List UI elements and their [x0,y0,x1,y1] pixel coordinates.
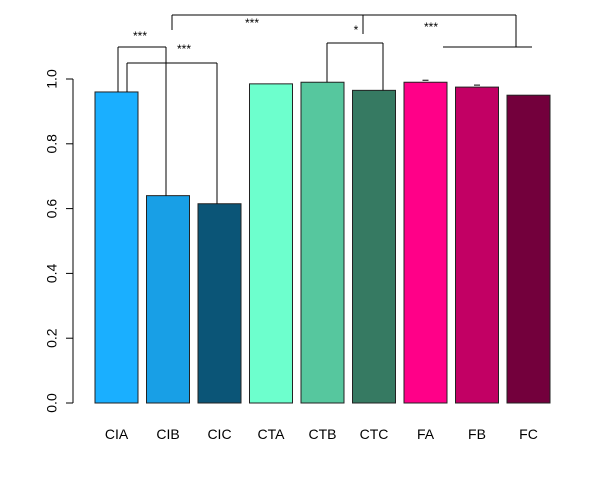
bar-cta [249,83,293,404]
bar-cic [197,203,242,404]
bar-ctb [300,81,345,404]
x-tick-label: CTC [360,426,389,442]
bar-ctc [352,89,396,404]
x-tick-label: CIB [156,426,179,442]
bar-cia [94,91,139,404]
x-tick-label: CIC [207,426,231,442]
y-tick-label: 0.8 [44,134,60,154]
x-tick-label: CIA [105,426,129,442]
y-tick-label: 1.0 [44,69,60,89]
x-tick-label: FA [417,426,435,442]
y-tick-label: 0.0 [44,393,60,413]
y-axis: 0.0 0.2 0.4 0.6 0.8 1.0 [44,69,74,413]
bar-fb [455,86,499,404]
x-axis-labels: CIA CIB CIC CTA CTB CTC FA FB FC [105,426,538,442]
bar-cib [146,195,190,404]
y-tick-label: 0.2 [44,328,60,348]
x-tick-label: CTB [309,426,337,442]
bars [94,81,551,404]
significance-label: * [354,23,359,37]
bar-fc [506,94,551,404]
significance-label: *** [177,42,191,56]
significance-label: *** [133,29,147,43]
x-tick-label: FC [519,426,538,442]
significance-label: *** [245,16,259,30]
x-tick-label: CTA [258,426,286,442]
significance-label: *** [424,20,438,34]
y-tick-label: 0.4 [44,263,60,283]
bar-fa [403,81,448,404]
significance-brackets: ********** *** [117,14,532,204]
y-tick-label: 0.6 [44,199,60,219]
x-tick-label: FB [468,426,486,442]
